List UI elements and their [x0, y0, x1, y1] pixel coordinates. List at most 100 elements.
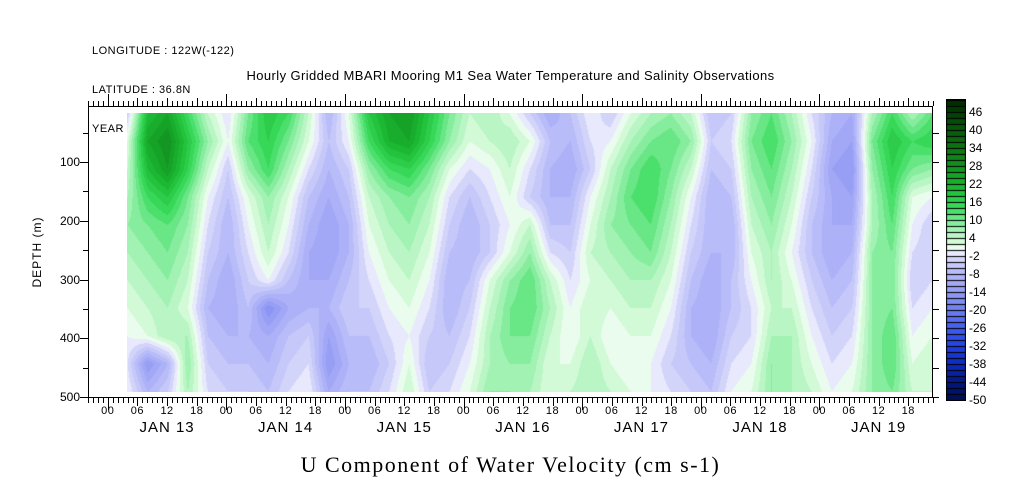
- x-axis-tick: [567, 101, 569, 106]
- x-axis-tick: [779, 398, 781, 403]
- x-axis-tick: [261, 398, 262, 403]
- x-axis-tick: [340, 398, 341, 403]
- x-axis-tick: [681, 101, 682, 106]
- x-axis-tick: [364, 398, 366, 403]
- x-axis-tick: [448, 398, 450, 403]
- x-axis-tick: [186, 398, 188, 403]
- x-axis-tick: [221, 398, 223, 403]
- x-axis-tick: [493, 98, 495, 106]
- x-axis-tick: [527, 101, 529, 106]
- x-axis-tick: [577, 398, 579, 403]
- x-axis-tick: [102, 398, 104, 403]
- x-axis-tick: [335, 398, 337, 403]
- x-axis-tick: [853, 398, 855, 403]
- x-axis-tick: [587, 101, 589, 106]
- x-hour-label: 06: [486, 405, 500, 417]
- colorbar-label: 28: [969, 159, 983, 173]
- x-axis-tick: [414, 398, 416, 403]
- x-axis-tick: [325, 398, 327, 403]
- x-axis-title: U Component of Water Velocity (cm s-1): [300, 452, 721, 477]
- x-axis-tick: [522, 398, 524, 406]
- x-axis-tick: [755, 398, 757, 403]
- x-axis-tick: [261, 101, 262, 106]
- x-axis-tick: [567, 398, 569, 403]
- x-axis-tick: [458, 398, 460, 403]
- x-axis-tick: [453, 101, 455, 106]
- x-axis-tick: [315, 98, 317, 106]
- x-axis-tick: [280, 101, 282, 106]
- x-axis-tick: [858, 101, 860, 106]
- x-axis-tick: [325, 101, 327, 106]
- x-axis-tick: [878, 98, 880, 106]
- x-hour-label: 06: [605, 405, 619, 417]
- x-axis-tick: [774, 101, 776, 106]
- x-axis-tick: [779, 101, 781, 106]
- x-axis-tick: [918, 101, 920, 106]
- y-axis-tick: [83, 367, 88, 369]
- x-axis-tick: [557, 398, 559, 403]
- colorbar-label: -26: [969, 321, 987, 335]
- y-axis-tick: [80, 279, 88, 281]
- y-axis-tick-right: [933, 162, 939, 163]
- x-hour-label: 18: [545, 405, 560, 417]
- x-axis-tick: [473, 398, 475, 403]
- y-tick-label: 400: [59, 331, 80, 346]
- x-axis-tick: [730, 98, 732, 106]
- x-axis-tick: [710, 398, 712, 403]
- x-axis-tick: [676, 101, 677, 106]
- y-axis-tick-right: [933, 338, 939, 340]
- x-axis-tick: [863, 398, 865, 403]
- x-axis-tick: [231, 398, 233, 403]
- colorbar-label: -14: [969, 285, 987, 299]
- x-axis-tick: [898, 398, 900, 403]
- y-axis-tick-right: [933, 250, 939, 252]
- x-day-label: JAN 19: [851, 419, 907, 436]
- x-axis-tick: [735, 101, 737, 106]
- x-axis-tick: [799, 101, 801, 106]
- x-axis-tick: [206, 101, 208, 106]
- x-axis-tick: [725, 101, 727, 106]
- y-axis-tick: [83, 308, 88, 310]
- x-axis-tick: [176, 101, 178, 106]
- x-axis-tick: [513, 101, 514, 106]
- x-axis-tick: [715, 101, 717, 106]
- x-axis-tick: [611, 98, 613, 106]
- plot-title: Hourly Gridded MBARI Mooring M1 Sea Wate…: [246, 68, 775, 83]
- x-axis-tick: [656, 101, 658, 106]
- x-axis-tick: [330, 398, 332, 403]
- x-axis-tick: [92, 398, 94, 403]
- x-axis-tick: [760, 398, 761, 406]
- heatmap-canvas: [127, 113, 933, 392]
- x-axis-tick: [572, 398, 574, 403]
- x-axis-tick: [755, 101, 757, 106]
- x-axis-tick: [429, 101, 430, 106]
- x-axis-tick: [898, 101, 900, 106]
- x-hour-label: 06: [723, 405, 738, 417]
- x-axis-tick: [893, 398, 895, 403]
- x-hour-label: 12: [160, 405, 174, 417]
- y-axis-tick-right: [933, 308, 939, 310]
- x-axis-tick: [305, 101, 307, 106]
- x-axis-tick: [547, 101, 549, 106]
- x-axis-tick: [345, 398, 346, 410]
- x-axis-tick: [419, 398, 421, 403]
- x-axis-tick: [300, 101, 302, 106]
- x-day-label: JAN 15: [376, 419, 432, 436]
- x-hour-label: 18: [783, 405, 797, 417]
- y-tick-label: 100: [59, 155, 80, 169]
- x-axis-tick: [438, 101, 440, 106]
- y-tick-label: 500: [59, 390, 80, 404]
- x-axis-tick: [241, 101, 243, 106]
- x-axis-tick: [176, 398, 178, 403]
- x-axis-tick: [690, 101, 692, 106]
- x-axis-tick: [493, 398, 495, 406]
- y-axis-tick-right: [933, 220, 939, 222]
- x-axis-tick: [389, 101, 391, 106]
- x-axis-tick: [794, 398, 796, 403]
- x-axis-tick: [903, 398, 905, 403]
- x-hour-label: 00: [101, 405, 115, 417]
- x-axis-tick: [409, 101, 411, 106]
- x-axis-tick: [122, 101, 124, 106]
- x-axis-tick: [374, 98, 376, 106]
- x-axis-tick: [720, 101, 722, 106]
